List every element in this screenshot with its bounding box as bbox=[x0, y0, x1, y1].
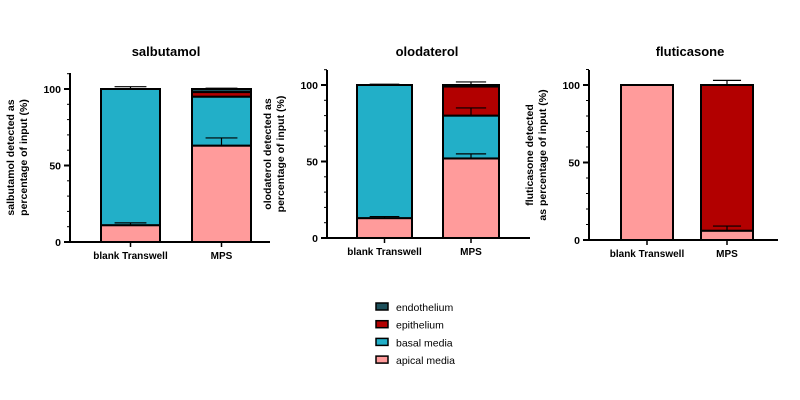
x-tick-label: blank Transwell bbox=[347, 247, 422, 258]
y-axis-label-line: percentage of input (%) bbox=[275, 96, 287, 213]
legend-label: epithelium bbox=[396, 320, 444, 332]
chart-title: olodaterol bbox=[396, 44, 459, 59]
bar-segment-endothelium bbox=[191, 88, 252, 94]
bar-segment-epithelium bbox=[700, 84, 754, 232]
y-tick-label: 100 bbox=[300, 80, 318, 92]
bar-segment-apical-media bbox=[191, 144, 252, 243]
y-tick-label: 100 bbox=[43, 84, 61, 96]
legend: endothelium epithelium basal media apical m… bbox=[375, 302, 455, 367]
y-tick-label: 50 bbox=[49, 161, 61, 173]
y-tick-label: 100 bbox=[562, 80, 580, 92]
x-tick-label: MPS bbox=[460, 247, 482, 258]
x-tick-label: MPS bbox=[716, 249, 738, 260]
chart-salbutamol: salbutamol salbutamol detected aspercenta… bbox=[5, 44, 270, 262]
y-tick-label: 0 bbox=[312, 233, 318, 245]
legend-swatch-basal-media bbox=[375, 337, 389, 347]
x-tick-label: MPS bbox=[211, 251, 233, 262]
bar-segment-apical-media bbox=[442, 157, 500, 239]
legend-label: apical media bbox=[396, 355, 455, 367]
y-axis-label-line: percentage of input (%) bbox=[18, 99, 30, 216]
bar-segment-apical-media bbox=[100, 224, 161, 243]
y-tick-label: 0 bbox=[574, 235, 580, 247]
y-axis-label: salbutamol detected aspercentage of inpu… bbox=[5, 99, 30, 216]
chart-title: fluticasone bbox=[656, 44, 725, 59]
legend-label: basal media bbox=[396, 337, 453, 349]
y-axis-label: fluticasone detectedas percentage of inp… bbox=[524, 89, 549, 220]
bar-segment-endothelium bbox=[442, 84, 500, 88]
legend-label: endothelium bbox=[396, 302, 453, 314]
y-tick-label: 0 bbox=[55, 237, 61, 249]
bar-segment-apical-media bbox=[700, 229, 754, 241]
bar-segment-basal-media bbox=[442, 114, 500, 160]
bar-segment-basal-media bbox=[356, 84, 413, 220]
chart-fluticasone: fluticasone fluticasone detectedas percen… bbox=[524, 44, 778, 260]
y-axis-label-line: olodaterol detected as bbox=[262, 98, 274, 210]
legend-swatch-epithelium bbox=[375, 319, 389, 329]
y-axis-label-line: fluticasone detected bbox=[524, 104, 536, 206]
chart-title: salbutamol bbox=[132, 44, 201, 59]
bar-segment-apical-media bbox=[356, 217, 413, 239]
legend-swatch-endothelium bbox=[375, 302, 389, 311]
y-axis-label: olodaterol detected aspercentage of inpu… bbox=[262, 96, 287, 213]
x-tick-label: blank Transwell bbox=[610, 249, 685, 260]
x-tick-label: blank Transwell bbox=[93, 251, 168, 262]
bar-segment-basal-media bbox=[100, 88, 161, 227]
chart-olodaterol: olodaterol olodaterol detected aspercenta… bbox=[262, 44, 530, 258]
y-axis-label-line: salbutamol detected as bbox=[5, 99, 17, 215]
y-tick-label: 50 bbox=[568, 158, 580, 170]
y-axis-label-line: as percentage of input (%) bbox=[537, 89, 549, 220]
legend-swatch-apical-media bbox=[375, 355, 389, 364]
y-tick-label: 50 bbox=[306, 157, 318, 169]
bar-segment-apical-media bbox=[620, 84, 674, 241]
